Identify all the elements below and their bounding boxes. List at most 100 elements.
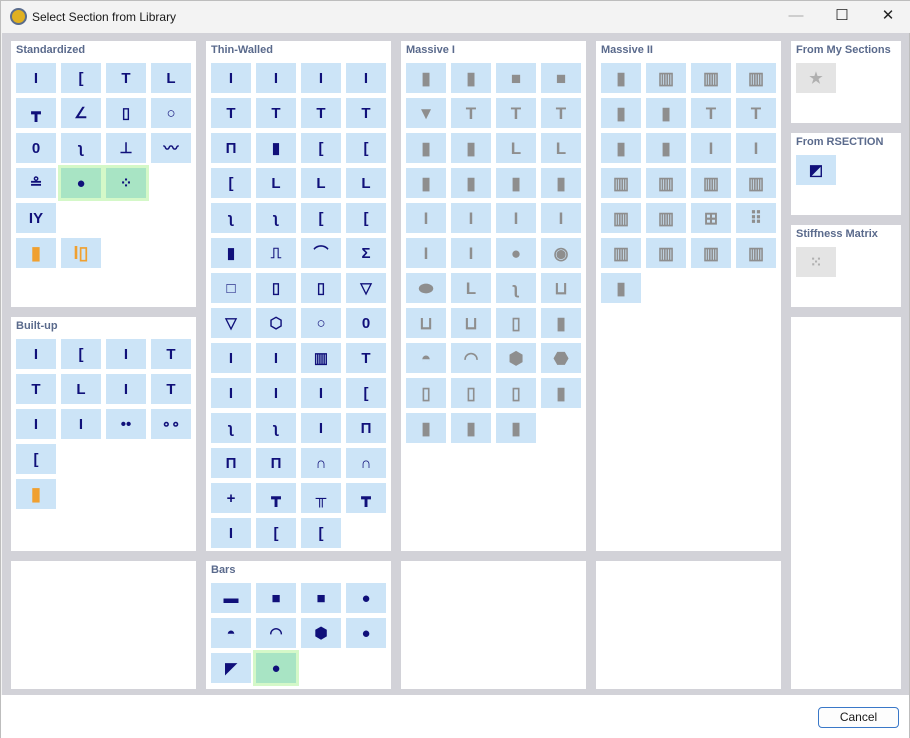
section-circular-hollow-button[interactable]: ○ (151, 98, 191, 128)
section-rect-hollow-button[interactable]: ▯ (256, 273, 296, 303)
section-u-trough-tapered-button[interactable]: ⊔ (451, 308, 491, 338)
minimize-button[interactable]: — (788, 7, 804, 24)
section-l-solid-button[interactable]: L (451, 273, 491, 303)
section-i-beam-mono-haunched-button[interactable]: I (451, 238, 491, 268)
section-z-lipped-button[interactable]: ʅ (256, 203, 296, 233)
section-square-hollow-button[interactable]: □ (211, 273, 251, 303)
section-pi-closed-button[interactable]: Π (211, 448, 251, 478)
section-i-beam-haunched-button[interactable]: I (496, 203, 536, 233)
section-oval-hollow-button[interactable]: 0 (16, 133, 56, 163)
section-z-section-button[interactable]: ʅ (211, 203, 251, 233)
section-i-with-plates-button[interactable]: I (106, 374, 146, 404)
section-rect-hollow-thick-button[interactable]: ▯ (301, 273, 341, 303)
section-pi-closed-lipped-button[interactable]: Π (256, 448, 296, 478)
section-i-double-web-button[interactable]: I (211, 518, 251, 548)
section-double-angle-tee-button[interactable]: T (16, 374, 56, 404)
section-angle-button[interactable]: L (151, 63, 191, 93)
section-multi-layer-rect-button[interactable]: ▥ (736, 238, 776, 268)
section-double-round-bar-button[interactable]: •• (106, 409, 146, 439)
section-trapezoid-hollow-button[interactable]: ▽ (346, 273, 386, 303)
section-box-hollow-tall-button[interactable]: ▥ (736, 168, 776, 198)
section-i-symmetric-button[interactable]: I (211, 63, 251, 93)
section-layered-i-button[interactable]: ▥ (601, 238, 641, 268)
section-i-beam-compact-asymmetric-button[interactable]: I (736, 133, 776, 163)
section-double-i-web-button[interactable]: I (301, 413, 341, 443)
section-square-button[interactable]: ■ (496, 63, 536, 93)
section-octagon-button[interactable]: ⬣ (541, 343, 581, 373)
section-t-section-button[interactable]: T (106, 63, 146, 93)
section-sheet-pile-button[interactable]: 〰 (151, 133, 191, 163)
section-strand-button[interactable]: ⁘ (103, 165, 149, 201)
section-pi-wide-button[interactable]: Π (346, 413, 386, 443)
section-i-beam-compact-button[interactable]: I (691, 133, 731, 163)
section-lens-bar-button[interactable]: ● (253, 650, 299, 686)
section-pi-open-button[interactable]: ╥ (301, 483, 341, 513)
section-i-mono-button[interactable]: I (346, 63, 386, 93)
section-channel-button[interactable]: [ (301, 133, 341, 163)
section-inverted-trapezoid-t-button[interactable]: ▮ (406, 133, 446, 163)
section-round-bar-button[interactable]: ● (58, 165, 104, 201)
section-z-section-button[interactable]: ʅ (61, 133, 101, 163)
section-i-plate-narrow-button[interactable]: I (256, 343, 296, 373)
section-double-angle-pi-button[interactable]: L (61, 374, 101, 404)
section-i-stiffened-button[interactable]: I (61, 409, 101, 439)
section-rail-button[interactable]: ⊥ (106, 133, 146, 163)
section-l-beam-haunched-button[interactable]: L (541, 133, 581, 163)
section-angle-button[interactable]: L (256, 168, 296, 198)
section-double-channel-back-button[interactable]: [ (61, 339, 101, 369)
section-half-circle-button[interactable]: ◓ (406, 343, 446, 373)
section-cross-button[interactable]: + (211, 483, 251, 513)
section-double-t-button[interactable]: ▮ (451, 168, 491, 198)
section-double-tee-button[interactable]: ┳ (16, 98, 56, 128)
section-two-cell-button[interactable]: ▥ (646, 63, 686, 93)
section-angle-unequal-button[interactable]: L (301, 168, 341, 198)
section-sigma-button[interactable]: Σ (346, 238, 386, 268)
section-i-beam-button[interactable]: I (406, 203, 446, 233)
section-circle-hollow-button[interactable]: ○ (301, 308, 341, 338)
section-circle-segment-button[interactable]: ◠ (451, 343, 491, 373)
section-rounded-square-bar-button[interactable]: ■ (301, 583, 341, 613)
section-ring-button[interactable]: ◉ (541, 238, 581, 268)
section-pi-section-button[interactable]: Π (211, 133, 251, 163)
section-rounded-divided-button[interactable]: ▮ (601, 63, 641, 93)
section-double-box-button[interactable]: ▥ (301, 343, 341, 373)
section-double-t-haunched-button[interactable]: ▮ (496, 168, 536, 198)
section-round-bar-button[interactable]: ● (346, 583, 386, 613)
section-t-beam-wide-offset-button[interactable]: T (736, 98, 776, 128)
section-timber-rect-button[interactable]: ▮ (16, 238, 56, 268)
section-rectangle-button[interactable]: ▮ (406, 63, 446, 93)
section-arc-button[interactable]: ⌒ (301, 238, 341, 268)
section-four-square-grid-button[interactable]: ⊞ (691, 203, 731, 233)
section-u-trough-button[interactable]: ⊔ (406, 308, 446, 338)
section-i-plate-button[interactable]: I (211, 343, 251, 373)
section-i-with-tee-button[interactable]: T (151, 374, 191, 404)
section-timber-glulam-button[interactable]: ▮ (16, 479, 56, 509)
section-rect-hollow-button[interactable]: ▯ (106, 98, 146, 128)
section-i-unequal-button[interactable]: I (211, 378, 251, 408)
section-channel-with-plate-button[interactable]: [ (16, 444, 56, 474)
section-octagon-bar-button[interactable]: ● (346, 618, 386, 648)
section-three-layer-rect-button[interactable]: ▥ (691, 238, 731, 268)
section-octagon-hollow-button[interactable]: ⬡ (256, 308, 296, 338)
section-rounded-square-button[interactable]: ■ (541, 63, 581, 93)
section-crane-rail-button[interactable]: ≗ (16, 168, 56, 198)
section-t-with-plate-button[interactable]: T (151, 339, 191, 369)
section-i-section-button[interactable]: I (16, 63, 56, 93)
section-t-asymmetric-button[interactable]: T (346, 98, 386, 128)
section-flat-bar-button[interactable]: ▬ (211, 583, 251, 613)
section-cross-beam-button[interactable]: ▮ (406, 168, 446, 198)
section-double-channel-face-button[interactable]: [ (256, 518, 296, 548)
section-multi-web-box-button[interactable]: ▥ (646, 168, 686, 198)
section-hexagon-button[interactable]: ⬢ (496, 343, 536, 373)
section-t-section-button[interactable]: T (211, 98, 251, 128)
section-i-symmetric-thick-button[interactable]: I (301, 378, 341, 408)
section-i-tapered-button[interactable]: I (16, 409, 56, 439)
section-t-beam-wide-button[interactable]: T (691, 98, 731, 128)
section-pointed-rect-button[interactable]: ▯ (496, 378, 536, 408)
section-t-beam-button[interactable]: T (451, 98, 491, 128)
section-three-cell-box-button[interactable]: ▥ (646, 203, 686, 233)
section-t-tapered-button[interactable]: T (301, 98, 341, 128)
section-half-round-bar-button[interactable]: ◓ (211, 618, 251, 648)
section-square-bar-button[interactable]: ■ (256, 583, 296, 613)
section-i-beam-asymmetric-button[interactable]: I (541, 203, 581, 233)
